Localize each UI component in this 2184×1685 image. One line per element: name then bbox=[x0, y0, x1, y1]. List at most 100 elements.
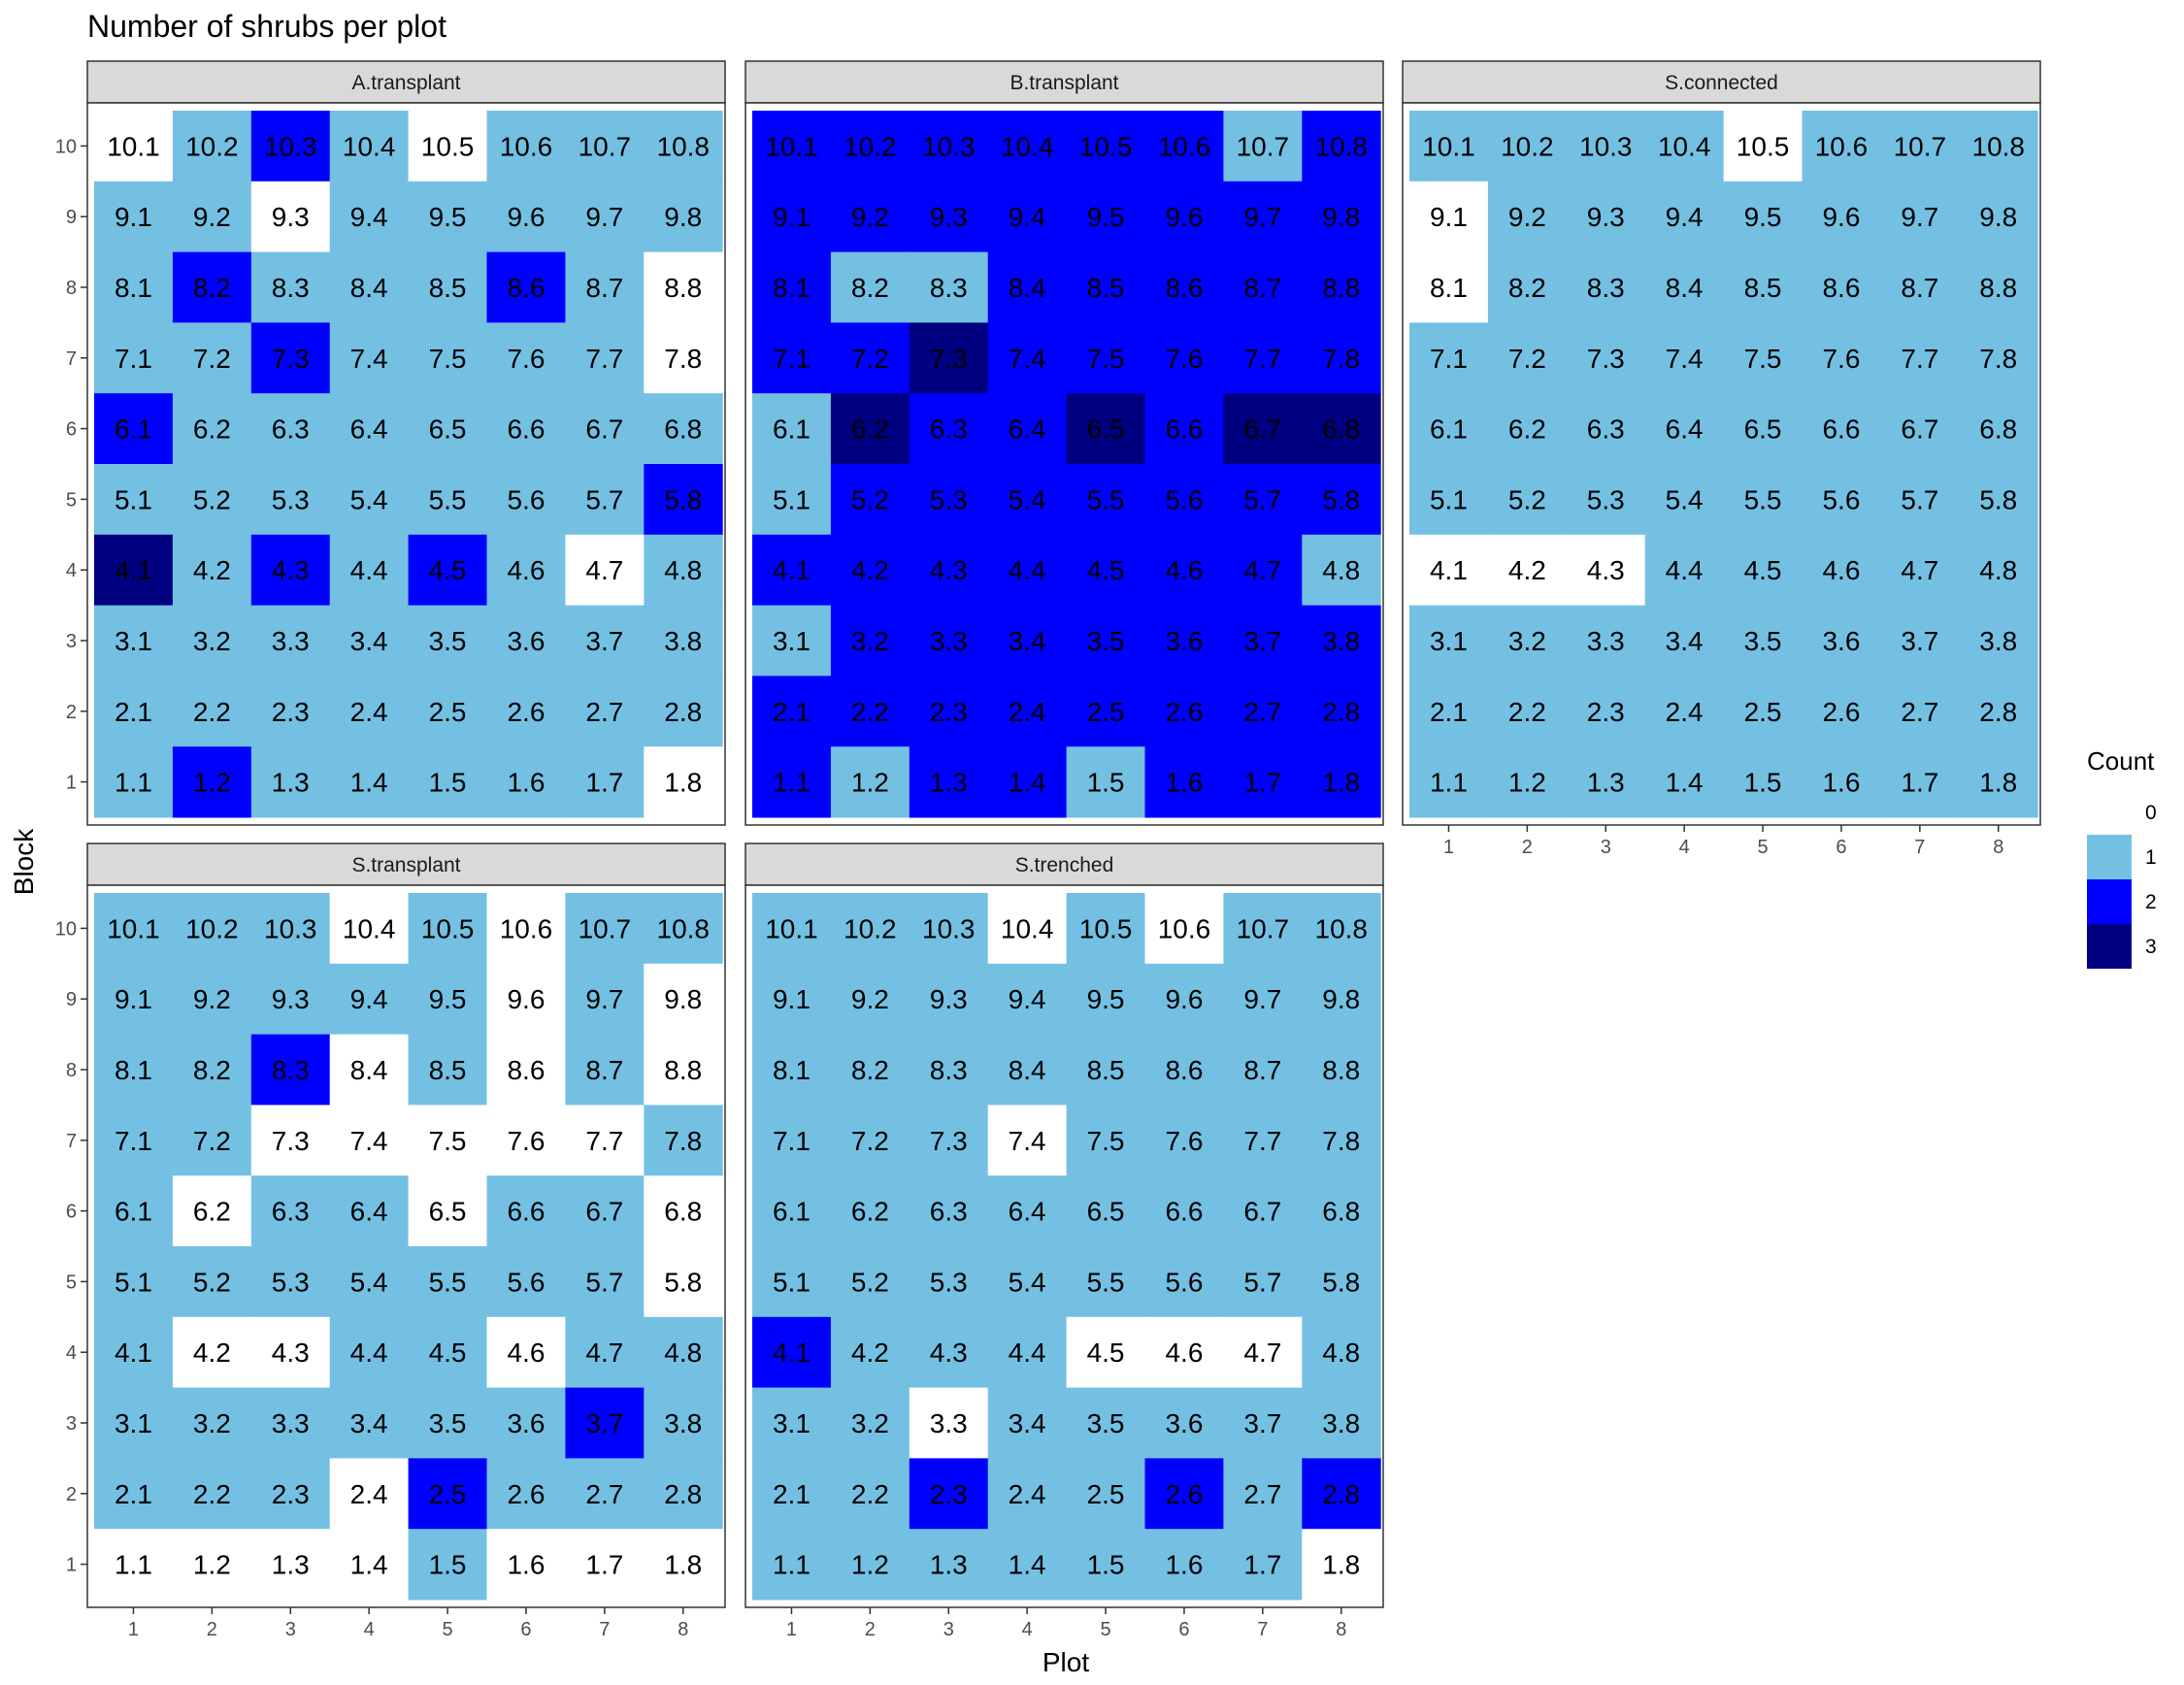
cell-label: 9.1 bbox=[773, 202, 811, 232]
cell-label: 7.7 bbox=[1901, 344, 1938, 374]
heatmap-cell bbox=[830, 746, 910, 818]
heatmap-cell bbox=[1223, 1175, 1303, 1247]
cell-label: 7.7 bbox=[585, 1126, 623, 1156]
heatmap-cell bbox=[644, 1529, 723, 1601]
cell-label: 9.5 bbox=[1087, 202, 1125, 232]
heatmap-cell bbox=[565, 251, 645, 323]
heatmap-cell bbox=[987, 393, 1068, 465]
heatmap-cell bbox=[1959, 393, 2038, 465]
cell-label: 10.5 bbox=[1079, 913, 1133, 943]
heatmap-cell bbox=[1802, 393, 1881, 465]
cell-label: 1.4 bbox=[1666, 768, 1704, 798]
heatmap-cell bbox=[329, 963, 410, 1036]
heatmap-cell bbox=[172, 676, 252, 747]
y-tick-label: 7 bbox=[66, 348, 77, 370]
heatmap-cell bbox=[830, 1105, 910, 1176]
cell-label: 6.8 bbox=[1322, 1197, 1360, 1227]
heatmap-cell bbox=[752, 181, 832, 253]
cell-label: 3.8 bbox=[664, 1408, 702, 1438]
cell-label: 6.3 bbox=[272, 414, 310, 445]
cell-label: 7.2 bbox=[851, 1126, 889, 1156]
y-tick-label: 4 bbox=[66, 1342, 77, 1364]
heatmap-cell bbox=[565, 605, 645, 677]
cell-label: 2.5 bbox=[429, 1479, 467, 1509]
heatmap-cell bbox=[1223, 1034, 1303, 1106]
cell-label: 1.3 bbox=[272, 1550, 310, 1580]
heatmap-cell bbox=[644, 181, 723, 253]
heatmap-cell bbox=[1959, 676, 2038, 747]
cell-label: 4.7 bbox=[585, 555, 623, 585]
heatmap-cell bbox=[1959, 605, 2038, 677]
cell-label: 6.2 bbox=[851, 1197, 889, 1227]
cell-label: 6.2 bbox=[193, 414, 231, 445]
cell-label: 4.4 bbox=[350, 1338, 388, 1368]
heatmap-cell bbox=[909, 534, 989, 607]
cell-label: 10.8 bbox=[1315, 131, 1369, 161]
heatmap-cell bbox=[408, 1105, 487, 1176]
heatmap-cell bbox=[1302, 893, 1381, 965]
heatmap-cell bbox=[752, 1034, 832, 1106]
cell-label: 6.1 bbox=[115, 1197, 152, 1227]
cell-label: 3.7 bbox=[585, 626, 623, 656]
heatmap-cell bbox=[565, 893, 645, 965]
cell-label: 5.3 bbox=[930, 484, 968, 514]
cell-label: 5.5 bbox=[1087, 1267, 1125, 1297]
cell-label: 9.7 bbox=[585, 202, 623, 232]
cell-label: 1.5 bbox=[1744, 768, 1782, 798]
heatmap-cell bbox=[408, 111, 487, 182]
cell-label: 2.1 bbox=[773, 697, 811, 727]
heatmap-cell bbox=[1223, 251, 1303, 323]
heatmap-cell bbox=[987, 111, 1068, 182]
heatmap-cell bbox=[486, 1175, 566, 1247]
cell-label: 5.7 bbox=[1901, 484, 1938, 514]
heatmap-cell bbox=[1723, 322, 1803, 394]
heatmap-cell bbox=[94, 893, 174, 965]
heatmap-cell bbox=[909, 111, 989, 182]
heatmap-cell bbox=[250, 181, 331, 253]
cell-label: 3.3 bbox=[930, 626, 968, 656]
heatmap-cell bbox=[250, 1387, 331, 1459]
heatmap-cell bbox=[408, 251, 487, 323]
cell-label: 7.7 bbox=[1243, 1126, 1281, 1156]
heatmap-cell bbox=[329, 322, 410, 394]
x-tick-label: 8 bbox=[1336, 1619, 1346, 1640]
heatmap-cell bbox=[644, 963, 723, 1036]
cell-label: 8.7 bbox=[1243, 273, 1281, 303]
heatmap-cell bbox=[987, 1529, 1068, 1601]
heatmap-cell bbox=[329, 676, 410, 747]
cell-label: 10.5 bbox=[1079, 131, 1133, 161]
cell-label: 8.2 bbox=[193, 1055, 231, 1085]
cell-label: 3.4 bbox=[1666, 626, 1704, 656]
cell-label: 7.2 bbox=[193, 1126, 231, 1156]
cell-label: 8.6 bbox=[1822, 273, 1860, 303]
cell-label: 2.5 bbox=[429, 697, 467, 727]
heatmap-cell bbox=[329, 605, 410, 677]
cell-label: 1.5 bbox=[429, 1550, 467, 1580]
x-tick-label: 2 bbox=[1522, 837, 1533, 858]
cell-label: 8.8 bbox=[664, 273, 702, 303]
heatmap-cell bbox=[1802, 322, 1881, 394]
panel-strip bbox=[1402, 60, 2041, 104]
heatmap-cell bbox=[644, 605, 723, 677]
cell-label: 9.3 bbox=[1587, 202, 1625, 232]
cell-label: 1.3 bbox=[1587, 768, 1625, 798]
heatmap-cell bbox=[94, 534, 174, 607]
cell-label: 9.5 bbox=[429, 202, 467, 232]
heatmap-cell bbox=[1144, 111, 1224, 182]
y-tick-label: 6 bbox=[66, 419, 77, 441]
heatmap-cell bbox=[1066, 963, 1145, 1036]
heatmap-cell bbox=[94, 1458, 174, 1530]
cell-label: 5.1 bbox=[115, 1267, 152, 1297]
cell-label: 8.5 bbox=[1087, 273, 1125, 303]
cell-label: 8.1 bbox=[773, 273, 811, 303]
heatmap-cell bbox=[250, 676, 331, 747]
cell-label: 2.6 bbox=[1165, 697, 1203, 727]
cell-label: 4.1 bbox=[115, 555, 152, 585]
heatmap-cell bbox=[987, 181, 1068, 253]
cell-label: 7.7 bbox=[1243, 344, 1281, 374]
cell-label: 8.8 bbox=[664, 1055, 702, 1085]
heatmap-cell bbox=[486, 1316, 566, 1389]
heatmap-cell bbox=[329, 1316, 410, 1389]
cell-label: 7.5 bbox=[1087, 344, 1125, 374]
heatmap-cell bbox=[1880, 464, 1960, 536]
